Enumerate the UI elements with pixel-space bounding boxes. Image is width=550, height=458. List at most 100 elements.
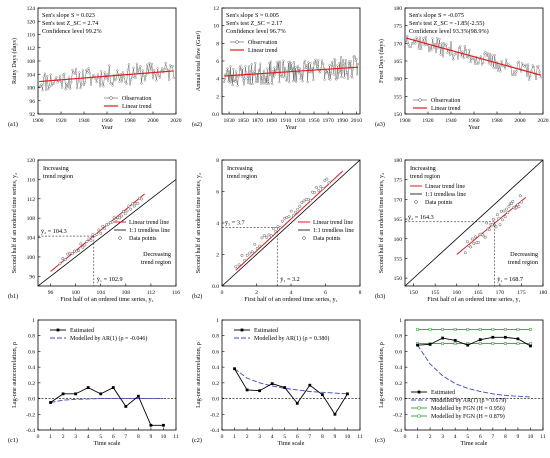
observation-point (257, 68, 260, 72)
observation-point (259, 82, 262, 85)
y-tick-label: 1 (399, 318, 402, 324)
data-point (101, 224, 105, 228)
observation-point (288, 81, 291, 84)
observation-point (538, 70, 541, 73)
observation-point (259, 62, 262, 65)
observation-point (254, 62, 257, 65)
observation-point (493, 54, 496, 57)
observation-point (273, 66, 276, 69)
observation-point (531, 64, 534, 67)
y-tick-label: 170 (394, 197, 403, 203)
mean-y2-label: ȳ₂ = 104.3 (41, 228, 67, 235)
observation-point (88, 71, 91, 74)
observation-point (436, 37, 439, 40)
observation-point (172, 76, 175, 79)
observation-point (295, 80, 298, 83)
data-point (488, 228, 491, 232)
estimated-point (149, 423, 153, 427)
fgn-point (466, 327, 470, 331)
observation-point (145, 74, 148, 77)
observation-point (67, 76, 71, 79)
y-tick-label: 108 (27, 216, 36, 222)
observation-point (148, 62, 151, 65)
x-tick-label: 112 (147, 290, 155, 296)
stat-annotation: Confidence level 93.3%(98.9%) (409, 28, 489, 35)
observation-point (340, 75, 343, 79)
observation-point (336, 64, 339, 67)
observation-point (110, 81, 113, 85)
legend-label: Data points (313, 236, 341, 242)
increasing-region-label: trend region (227, 173, 257, 180)
plot-area (38, 179, 176, 286)
data-point (131, 202, 134, 206)
observation-point (111, 84, 114, 87)
x-tick-label: 9 (150, 434, 153, 440)
estimated-point (478, 338, 482, 342)
data-point (506, 211, 510, 215)
y-tick-label: 0.4 (395, 365, 402, 371)
estimated-line (234, 368, 348, 416)
x-tick-label: 6 (479, 434, 482, 440)
observation-point (460, 55, 463, 58)
observation-point (469, 60, 472, 64)
x-tick-label: 8 (504, 434, 507, 440)
observation-point (81, 69, 84, 72)
increasing-region-label: trend region (43, 173, 73, 180)
fgn-point (503, 342, 507, 346)
y-tick-label: 108 (27, 59, 36, 65)
mean-y1-label: ȳ₁ = 168.7 (497, 276, 523, 283)
observation-point (316, 65, 319, 68)
x-tick-label: 11 (357, 434, 363, 440)
observation-point (50, 84, 53, 87)
observation-point (249, 69, 253, 73)
x-tick-label: 1990 (337, 118, 348, 124)
panel-label: (c1) (8, 437, 18, 444)
plot-frame (404, 159, 544, 287)
data-point (237, 263, 241, 267)
observation-point (161, 67, 164, 70)
observation-point (131, 75, 134, 79)
estimated-point (49, 401, 52, 404)
observation-point (345, 73, 348, 76)
legend-label: Data points (425, 200, 453, 206)
x-tick-label: 2 (62, 434, 65, 440)
data-point (121, 210, 125, 213)
estimated-point (99, 392, 103, 396)
data-point (327, 181, 331, 185)
observation-point (56, 81, 59, 84)
x-tick-label: 8 (359, 290, 362, 296)
observation-point (492, 66, 495, 69)
observation-point (269, 73, 272, 77)
data-point (97, 228, 101, 232)
data-point (483, 235, 487, 239)
observation-point (138, 68, 141, 71)
estimated-point (466, 343, 470, 347)
observation-point (539, 76, 542, 79)
data-point (125, 209, 129, 213)
x-tick-label: 2020 (537, 118, 548, 124)
y-tick-label: 0.6 (395, 349, 402, 355)
observation-point (356, 62, 359, 66)
observation-point (272, 76, 275, 79)
observation-point (447, 47, 450, 50)
data-point (118, 216, 122, 220)
x-tick-label: 1950 (308, 118, 319, 124)
observation-point (164, 61, 167, 65)
mean-y1-label: ȳ₁ = 3.2 (280, 276, 300, 283)
legend-marker (240, 328, 244, 332)
y-tick-label: 0.2 (212, 381, 219, 387)
observation-point (65, 82, 68, 85)
legend-label: 1:1 trendless line (313, 228, 354, 234)
observation-point (353, 56, 357, 59)
observation-point (339, 71, 342, 74)
legend-datapoint-marker (414, 200, 418, 204)
observation-point (247, 81, 250, 84)
observation-point (150, 62, 153, 66)
observation-point (451, 52, 454, 55)
observation-point (520, 70, 523, 73)
data-point (490, 223, 494, 227)
ar1-model-line (234, 368, 348, 395)
observation-point (529, 74, 532, 77)
observation-point (86, 71, 89, 74)
